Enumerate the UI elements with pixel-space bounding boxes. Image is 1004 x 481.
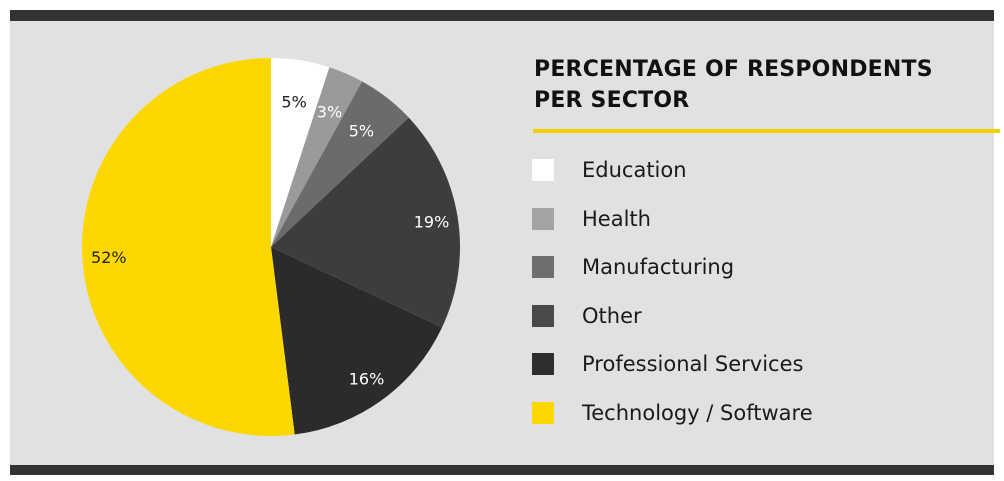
legend-label-education: Education	[582, 158, 687, 182]
pie-label-manufacturing: 5%	[349, 122, 374, 141]
pie-label-health: 3%	[317, 103, 342, 122]
legend-label-health: Health	[582, 206, 651, 231]
legend-swatch-other	[532, 304, 554, 327]
chart-title: PERCENTAGE OF RESPONDENTS PER SECTOR	[534, 57, 933, 113]
legend-label-technology-software: Technology / Software	[582, 400, 813, 425]
legend-swatch-professional-services	[532, 353, 554, 375]
pie-label-professional-services: 16%	[349, 370, 385, 389]
legend-label-professional-services: Professional Services	[582, 352, 804, 376]
pie-slice-professional-services	[271, 247, 443, 435]
legend-label-other: Other	[582, 303, 642, 328]
pie-label-other: 19%	[414, 213, 450, 232]
top-border-bar	[10, 10, 994, 21]
pie-label-education: 5%	[281, 92, 306, 111]
pie-slice-education	[271, 58, 330, 247]
legend-swatch-education	[532, 159, 554, 181]
pie-slice-other	[271, 117, 460, 328]
pie-label-technology-software: 52%	[91, 248, 127, 267]
legend-swatch-manufacturing	[532, 256, 554, 278]
pie-slice-health	[271, 67, 363, 247]
pie-slice-technology-software	[82, 58, 295, 436]
legend-label-manufacturing: Manufacturing	[582, 255, 735, 279]
bottom-border-bar	[10, 465, 994, 475]
legend-swatch-health	[532, 207, 554, 230]
title-underline	[533, 129, 1000, 133]
legend-swatch-technology-software	[532, 401, 554, 424]
pie-slice-manufacturing	[271, 81, 409, 247]
